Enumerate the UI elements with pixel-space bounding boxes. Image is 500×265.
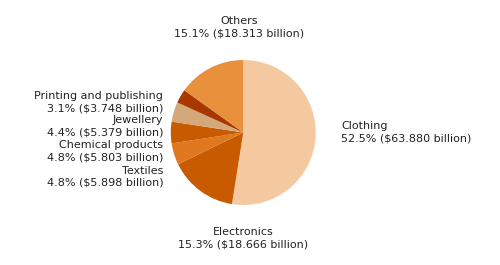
Text: Jewellery
4.4% ($5.379 billion): Jewellery 4.4% ($5.379 billion) [46, 115, 163, 138]
Wedge shape [178, 132, 244, 204]
Wedge shape [184, 60, 244, 132]
Wedge shape [172, 103, 244, 132]
Wedge shape [171, 122, 244, 143]
Wedge shape [232, 60, 316, 205]
Text: Others
15.1% ($18.313 billion): Others 15.1% ($18.313 billion) [174, 16, 304, 38]
Text: Clothing
52.5% ($63.880 billion): Clothing 52.5% ($63.880 billion) [341, 121, 471, 144]
Text: Printing and publishing
3.1% ($3.748 billion): Printing and publishing 3.1% ($3.748 bil… [34, 91, 163, 113]
Text: Electronics
15.3% ($18.666 billion): Electronics 15.3% ($18.666 billion) [178, 227, 308, 249]
Text: Textiles
4.8% ($5.898 billion): Textiles 4.8% ($5.898 billion) [46, 166, 163, 188]
Wedge shape [178, 90, 244, 132]
Wedge shape [172, 132, 244, 164]
Text: Chemical products
4.8% ($5.803 billion): Chemical products 4.8% ($5.803 billion) [47, 140, 163, 163]
